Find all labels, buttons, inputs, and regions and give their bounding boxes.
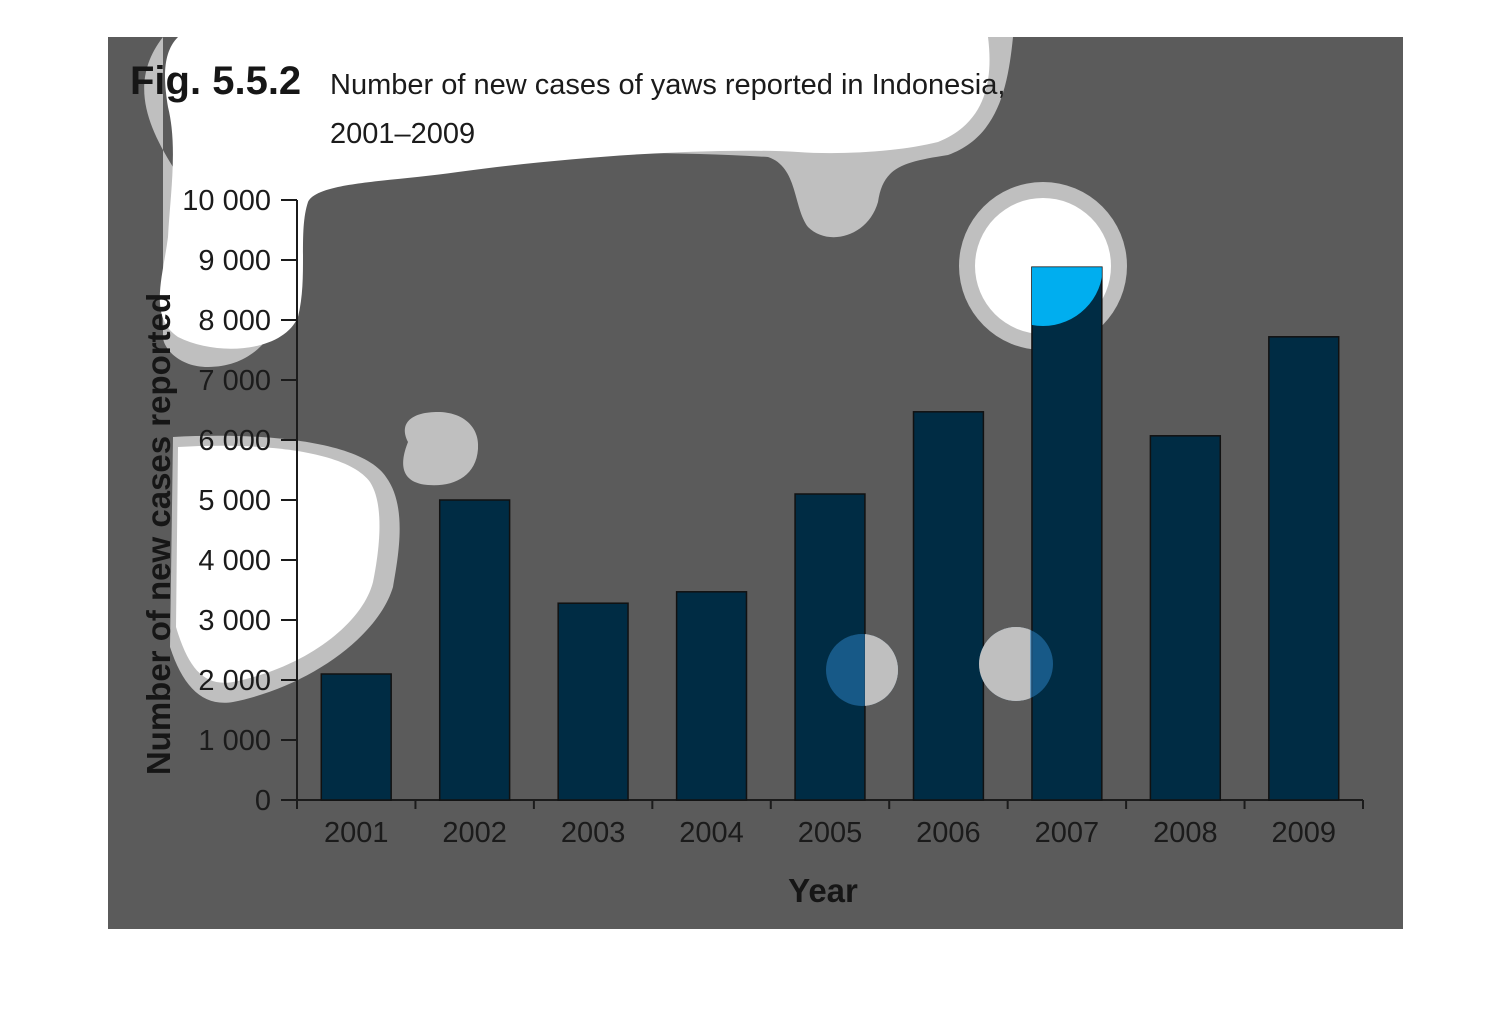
chart-title-line1: Number of new cases of yaws reported in … — [330, 69, 1005, 101]
bar-2008 — [1149, 435, 1222, 801]
circle-overlays — [826, 627, 1053, 706]
x-tick-label: 2009 — [1272, 817, 1337, 849]
y-tick-label: 0 — [255, 785, 271, 817]
bar-2003 — [557, 602, 629, 801]
y-tick-label: 3 000 — [198, 605, 271, 637]
x-tick-label: 2002 — [442, 817, 507, 849]
bar-2006 — [912, 411, 985, 801]
y-tick-label: 10 000 — [182, 185, 271, 217]
chart-figure: 0 1 000 2 000 3 000 4 000 5 000 6 000 7 000 8 00… — [108, 37, 1403, 929]
x-tick-label: 2008 — [1153, 817, 1218, 849]
x-axis-label: Year — [788, 872, 858, 909]
bars — [320, 266, 1340, 801]
highlight-white-areas — [159, 37, 1111, 683]
bar-2007 — [1031, 266, 1103, 801]
y-tick-label: 1 000 — [198, 725, 271, 757]
x-tick-label: 2007 — [1035, 817, 1100, 849]
x-tick-label: 2004 — [679, 817, 744, 849]
y-tick-label: 8 000 — [198, 305, 271, 337]
bar-2001 — [320, 673, 392, 801]
y-tick-label: 9 000 — [198, 245, 271, 277]
x-tick-label: 2003 — [561, 817, 626, 849]
y-tick-label: 4 000 — [198, 545, 271, 577]
y-tick-label: 6 000 — [198, 425, 271, 457]
x-tick-label: 2005 — [798, 817, 863, 849]
chart-title-line2: 2001–2009 — [330, 118, 475, 150]
y-tick-label: 2 000 — [198, 665, 271, 697]
y-ticks: 0 1 000 2 000 3 000 4 000 5 000 6 000 7 000 8 00… — [182, 185, 297, 817]
bar-2004 — [675, 591, 748, 801]
x-tick-label: 2001 — [324, 817, 389, 849]
x-ticks: 2001 2002 2003 2004 2005 2006 2007 2008 2009 — [296, 800, 1364, 849]
x-tick-label: 2006 — [916, 817, 981, 849]
overlay-circle-2005-grey — [865, 634, 898, 706]
figure-label: Fig. 5.5.2 — [130, 59, 301, 103]
y-tick-label: 5 000 — [198, 485, 271, 517]
y-axis-label: Number of new cases reported — [140, 293, 177, 775]
y-tick-label: 7 000 — [198, 365, 271, 397]
bar-2002 — [438, 499, 511, 801]
bar-chart: 0 1 000 2 000 3 000 4 000 5 000 6 000 7 000 8 00… — [130, 37, 1364, 909]
overlay-circle-2007-grey — [979, 627, 1030, 701]
bar-2009 — [1268, 336, 1340, 801]
